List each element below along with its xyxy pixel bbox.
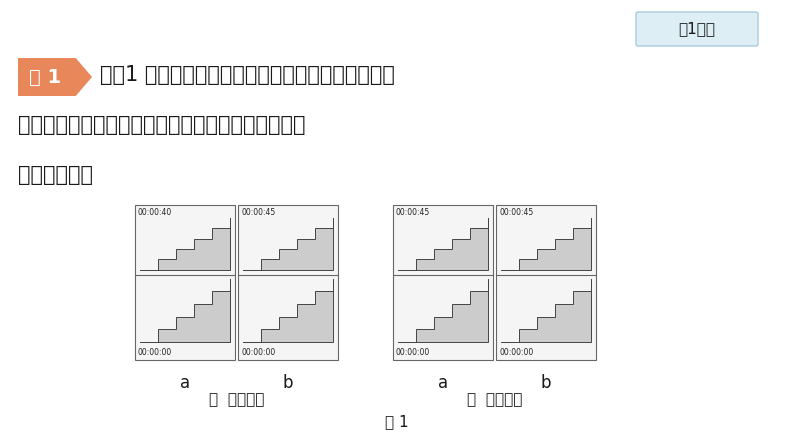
Bar <box>496 205 596 360</box>
Text: 的两种方法。: 的两种方法。 <box>18 165 93 185</box>
Polygon shape <box>243 218 333 270</box>
Text: 00:00:00: 00:00:00 <box>241 348 276 357</box>
Text: 甲  重物相同: 甲 重物相同 <box>209 392 264 407</box>
Polygon shape <box>501 218 591 270</box>
Text: 00:00:00: 00:00:00 <box>138 348 172 357</box>
Text: a: a <box>438 374 448 392</box>
Polygon shape <box>140 279 230 342</box>
Text: 00:00:45: 00:00:45 <box>396 208 430 217</box>
Polygon shape <box>140 218 230 270</box>
Polygon shape <box>398 218 488 270</box>
Polygon shape <box>18 58 92 96</box>
Polygon shape <box>501 279 591 342</box>
Polygon shape <box>243 279 333 342</box>
Text: b: b <box>283 374 293 392</box>
Bar <box>135 205 235 360</box>
Text: 图 1: 图 1 <box>385 414 409 429</box>
Bar <box>393 205 493 360</box>
Text: 00:00:45: 00:00:45 <box>241 208 276 217</box>
Text: 00:00:45: 00:00:45 <box>499 208 534 217</box>
Text: 知1一练: 知1一练 <box>679 21 715 37</box>
Bar <box>238 205 338 360</box>
Text: 到三楼，由图中的信息，你可以归纳出比较做功快慢: 到三楼，由图中的信息，你可以归纳出比较做功快慢 <box>18 115 306 135</box>
Text: b: b <box>541 374 551 392</box>
Text: 乙  重物不同: 乙 重物不同 <box>467 392 522 407</box>
Text: 00:00:00: 00:00:00 <box>396 348 430 357</box>
FancyBboxPatch shape <box>636 12 758 46</box>
Text: 例 1: 例 1 <box>29 67 61 87</box>
Text: 00:00:00: 00:00:00 <box>499 348 534 357</box>
Polygon shape <box>398 279 488 342</box>
Text: 如图1 所示的漫画反映的是两名同学从一楼搬运物体: 如图1 所示的漫画反映的是两名同学从一楼搬运物体 <box>100 65 395 85</box>
Text: 00:00:40: 00:00:40 <box>138 208 172 217</box>
Text: a: a <box>180 374 190 392</box>
